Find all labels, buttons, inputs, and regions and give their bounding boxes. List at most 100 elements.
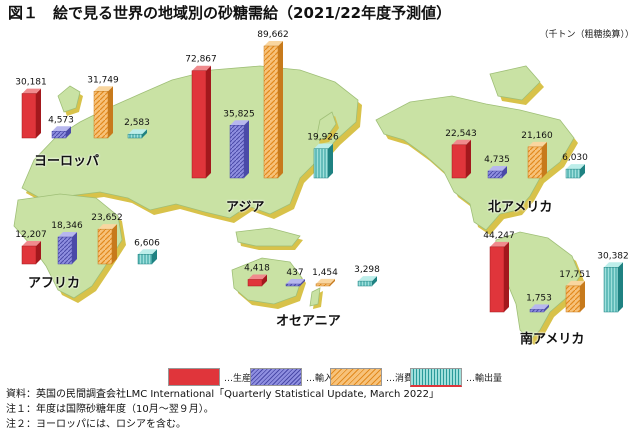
region-label-oceania: オセアニア — [276, 314, 341, 329]
bar-export-4-top — [566, 164, 585, 170]
bar-consumption-1-side — [278, 41, 283, 178]
bar-import-3: 437 — [285, 268, 305, 287]
bar-import-4: 4,735 — [484, 155, 510, 179]
bar-import-4-top — [488, 166, 507, 172]
bar-export-2: 6,606 — [134, 238, 160, 265]
bar-export-4-front — [565, 168, 581, 179]
bar-value-label: 1,454 — [312, 268, 338, 278]
region-label-europe: ヨーロッパ — [34, 154, 100, 169]
region-label-north-america: 北アメリカ — [488, 200, 553, 215]
bar-import-3-top — [286, 279, 305, 284]
bar-value-label: 23,652 — [91, 213, 123, 223]
bar-export-1-top — [314, 143, 333, 149]
bar-import-0: 4,573 — [48, 115, 74, 139]
bar-export-0-side — [142, 129, 147, 138]
bar-value-label: 1,753 — [526, 293, 552, 303]
bar-production-1: 72,867 — [185, 55, 217, 179]
new-zealand — [309, 287, 321, 307]
bar-consumption-4-top — [528, 141, 547, 147]
bar-production-1-side — [206, 65, 211, 178]
unit-label: （千トン（粗糖換算）） — [539, 30, 634, 40]
bar-import-0-side — [66, 126, 71, 138]
bar-production-0: 30,181 — [15, 78, 47, 139]
bar-value-label: 437 — [286, 268, 303, 278]
bar-export-1-side — [328, 143, 333, 178]
bar-consumption-5-front — [565, 285, 581, 313]
bar-value-label: 2,583 — [124, 118, 150, 128]
bar-layer: 30,181 4,573 31,749 2,583 72,867 35,825 89,662… — [15, 30, 629, 313]
region-label-asia: アジア — [226, 200, 265, 215]
region-label-south-america: 南アメリカ — [520, 332, 585, 347]
bar-import-4-front — [487, 170, 503, 179]
bar-value-label: 12,207 — [15, 230, 47, 240]
bar-import-4-side — [502, 166, 507, 178]
bar-export-5-front — [603, 267, 619, 313]
bar-consumption-2: 23,652 — [91, 213, 123, 265]
bar-consumption-2-front — [97, 228, 113, 265]
bar-consumption-1-front — [263, 45, 279, 179]
legend-swatch-export — [410, 368, 462, 387]
bar-production-3-side — [262, 274, 267, 286]
legend-swatch-import — [250, 368, 302, 386]
bar-consumption-0-side — [108, 86, 113, 138]
bar-export-3-top — [358, 276, 377, 282]
bar-import-1-side — [244, 120, 249, 178]
bar-import-1-front — [229, 125, 245, 179]
bar-import-2-front — [57, 236, 73, 265]
bar-production-0-front — [21, 93, 37, 139]
greenland — [489, 65, 541, 101]
bar-value-label: 22,543 — [445, 129, 477, 139]
bar-export-5-top — [604, 262, 623, 268]
bar-production-1-top — [192, 65, 211, 71]
bar-production-5-front — [489, 246, 505, 313]
bar-export-0: 2,583 — [124, 118, 150, 139]
bar-production-5-side — [504, 241, 509, 312]
bar-value-label: 44,247 — [483, 231, 515, 241]
bar-export-1-front — [313, 148, 329, 179]
bar-import-5: 1,753 — [526, 293, 552, 313]
bar-production-1-front — [191, 70, 207, 179]
bar-consumption-4-side — [542, 141, 547, 178]
legend-label-production: …生産量 — [224, 373, 261, 384]
bar-consumption-0-front — [93, 91, 109, 139]
note-2: 注２：ヨーロッパには、ロシアを含む。 — [6, 419, 186, 430]
bar-import-5-top — [530, 304, 549, 310]
bar-production-2-top — [22, 241, 41, 247]
bar-production-0-top — [22, 88, 41, 94]
bar-consumption-4: 21,160 — [521, 131, 553, 179]
legend-swatch-consumption — [330, 368, 382, 386]
bar-value-label: 3,298 — [354, 265, 380, 275]
indonesia — [235, 227, 301, 247]
bar-export-0-front — [127, 133, 143, 139]
bar-value-label: 4,573 — [48, 115, 74, 125]
bar-consumption-0: 31,749 — [87, 75, 119, 139]
legend-label-import: …輸入量 — [306, 373, 343, 384]
bar-production-2-side — [36, 241, 41, 264]
bar-production-3: 4,418 — [244, 263, 270, 287]
bar-consumption-5-side — [580, 280, 585, 312]
bar-export-3-side — [372, 276, 377, 286]
bar-import-3-front — [285, 283, 301, 287]
bar-value-label: 19,926 — [307, 133, 339, 143]
bar-value-label: 6,606 — [134, 238, 160, 248]
bar-value-label: 30,382 — [597, 251, 629, 261]
bar-import-2: 18,346 — [51, 221, 83, 265]
bar-import-2-side — [72, 231, 77, 264]
bar-value-label: 72,867 — [185, 55, 217, 65]
bar-value-label: 30,181 — [15, 78, 47, 88]
source-note: 資料：英国の民間調査会社LMC International「Quarterly … — [6, 389, 439, 400]
bar-consumption-2-side — [112, 224, 117, 264]
legend-import: …輸入量 — [250, 368, 342, 386]
bar-consumption-4-front — [527, 146, 543, 179]
bar-export-2-side — [152, 249, 157, 264]
bar-value-label: 31,749 — [87, 75, 119, 85]
continents — [13, 65, 584, 345]
bar-consumption-1: 89,662 — [257, 30, 289, 179]
bar-production-5: 44,247 — [483, 231, 515, 313]
bar-consumption-3-side — [330, 278, 335, 286]
bar-export-2-top — [138, 249, 157, 255]
north-america — [375, 95, 575, 231]
legend-export: …輸出量 — [410, 368, 502, 387]
bar-import-5-front — [529, 309, 545, 313]
note-1: 注１：年度は国際砂糖年度（10月～翌９月）。 — [6, 404, 214, 415]
